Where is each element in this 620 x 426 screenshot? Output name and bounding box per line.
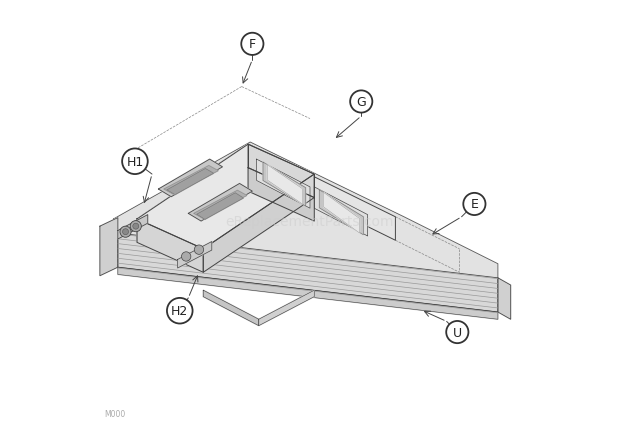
Polygon shape xyxy=(118,233,498,312)
Polygon shape xyxy=(118,215,148,239)
Polygon shape xyxy=(203,175,314,273)
Polygon shape xyxy=(118,268,498,320)
Circle shape xyxy=(123,229,128,235)
Polygon shape xyxy=(498,278,511,320)
Polygon shape xyxy=(248,145,396,241)
Circle shape xyxy=(446,321,469,343)
Polygon shape xyxy=(248,168,314,222)
Polygon shape xyxy=(263,163,306,207)
Circle shape xyxy=(120,227,131,238)
Polygon shape xyxy=(188,184,252,222)
Circle shape xyxy=(122,149,148,175)
Polygon shape xyxy=(203,291,259,326)
Circle shape xyxy=(130,221,141,232)
Polygon shape xyxy=(314,187,368,236)
Text: E: E xyxy=(471,198,479,211)
Polygon shape xyxy=(100,218,118,276)
Polygon shape xyxy=(259,291,314,326)
Circle shape xyxy=(350,91,373,113)
Polygon shape xyxy=(257,160,310,209)
Circle shape xyxy=(241,34,264,56)
Circle shape xyxy=(133,224,139,230)
Circle shape xyxy=(182,252,191,262)
Polygon shape xyxy=(248,145,314,198)
Text: U: U xyxy=(453,326,462,339)
Text: H2: H2 xyxy=(171,305,188,317)
Text: F: F xyxy=(249,38,256,51)
Text: H1: H1 xyxy=(126,155,144,168)
Polygon shape xyxy=(167,169,213,195)
Polygon shape xyxy=(164,166,218,195)
Polygon shape xyxy=(113,143,498,279)
Polygon shape xyxy=(159,160,223,197)
Circle shape xyxy=(463,193,485,216)
Polygon shape xyxy=(319,190,363,235)
Polygon shape xyxy=(324,193,360,233)
Text: eReplacementParts.com: eReplacementParts.com xyxy=(226,215,394,228)
Circle shape xyxy=(167,298,193,324)
Polygon shape xyxy=(137,145,248,243)
Polygon shape xyxy=(137,219,203,273)
Polygon shape xyxy=(267,165,303,204)
Circle shape xyxy=(194,245,204,255)
Polygon shape xyxy=(197,193,244,220)
Polygon shape xyxy=(248,145,314,198)
Polygon shape xyxy=(194,191,247,219)
Polygon shape xyxy=(137,145,314,249)
Polygon shape xyxy=(177,242,212,268)
Text: M000: M000 xyxy=(104,409,125,418)
Text: G: G xyxy=(356,96,366,109)
